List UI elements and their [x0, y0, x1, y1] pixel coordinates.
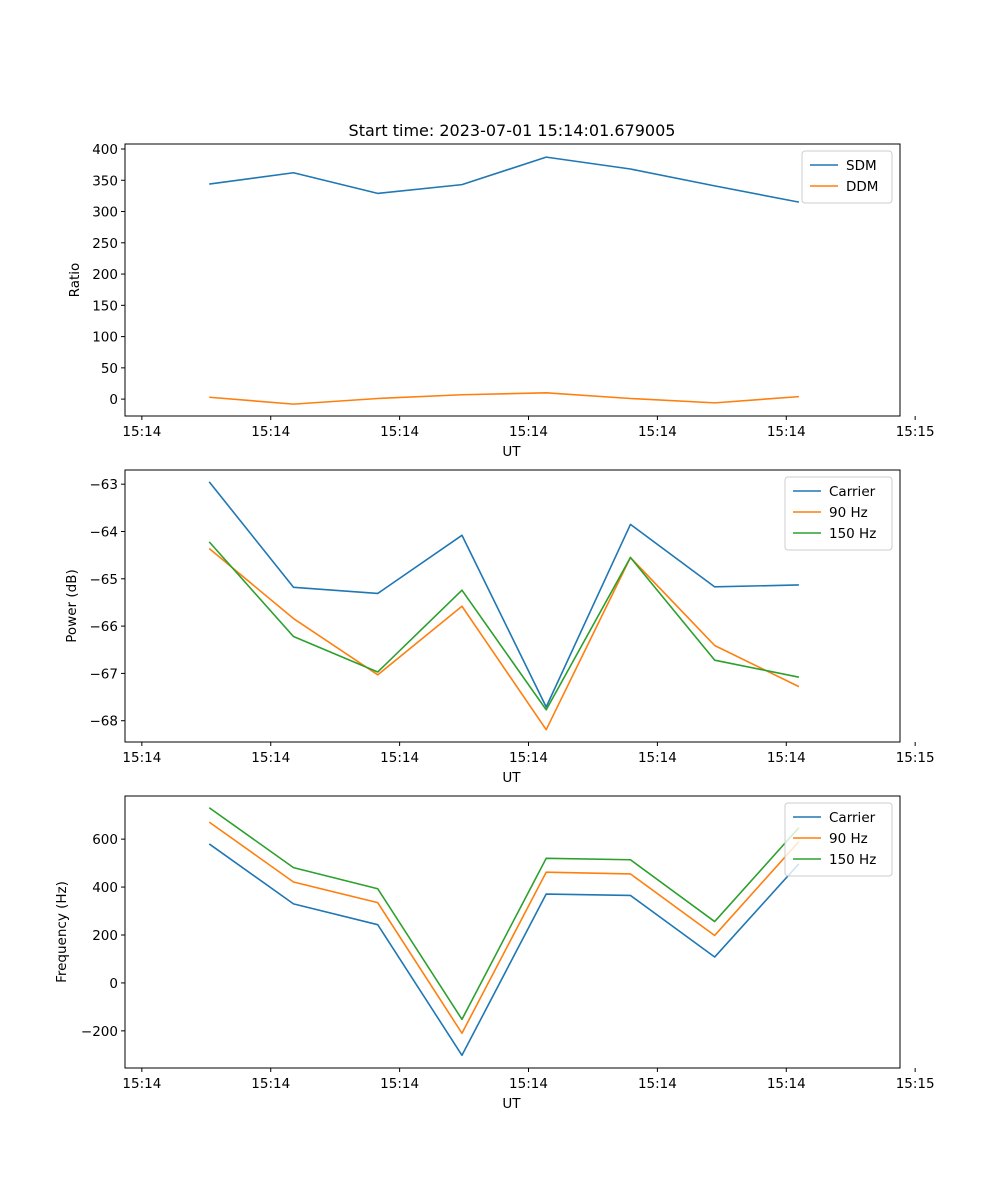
frequency-ytick-label: 0 [109, 976, 118, 992]
power-ytick-label: −68 [90, 714, 119, 730]
frequency-legend-label: Carrier [829, 810, 876, 826]
power-series-carrier [208, 481, 799, 708]
ratio-ytick-label: 150 [92, 298, 118, 314]
power-ytick-label: −65 [90, 572, 119, 588]
ratio-xtick-label: 15:14 [638, 424, 677, 440]
frequency-xtick-label: 15:14 [509, 1076, 548, 1092]
ratio-xtick-label: 15:14 [509, 424, 548, 440]
power-xtick-label: 15:14 [638, 750, 677, 766]
ratio-ytick-label: 350 [92, 173, 118, 189]
ratio-legend-label: SDM [846, 158, 877, 174]
power-xtick-label: 15:14 [509, 750, 548, 766]
power-legend-label: 150 Hz [829, 526, 876, 542]
power-ytick-label: −67 [90, 666, 119, 682]
ratio-ytick-label: 50 [101, 361, 118, 377]
frequency-legend-label: 150 Hz [829, 852, 876, 868]
power-xtick-label: 15:14 [251, 750, 290, 766]
frequency-xtick-label: 15:14 [380, 1076, 419, 1092]
ratio-legend: SDM DDM [801, 150, 893, 204]
power-series-90-hz [208, 547, 800, 731]
power-ytick-label: −64 [90, 524, 119, 540]
frequency-legend-box [784, 802, 893, 877]
ratio-series-ddm [209, 392, 799, 405]
power-xlabel: UT [502, 770, 521, 786]
power-ytick-label: −63 [90, 477, 119, 493]
power-series-150-hz [208, 541, 800, 711]
ratio-xtick-label: 15:14 [767, 424, 806, 440]
power-panel: −63 −64 −65 −66 −67 −68 15:14 15:14 15:14 15:14 15… [64, 469, 935, 786]
ratio-xtick-label: 15:14 [380, 424, 419, 440]
ratio-series-sdm [209, 156, 800, 203]
power-legend-box [784, 476, 893, 551]
frequency-series-90-hz [208, 821, 800, 1035]
power-xtick-label: 15:14 [380, 750, 419, 766]
ratio-xtick-label: 15:14 [122, 424, 161, 440]
power-plot-frame [124, 469, 901, 743]
frequency-panel: 600 400 200 0 −200 15:14 15:14 15:14 15:14 15:14 1… [54, 795, 935, 1112]
frequency-ytick-label: −200 [81, 1024, 118, 1040]
frequency-plot-frame [124, 795, 901, 1069]
ratio-ytick-label: 250 [92, 236, 118, 252]
power-legend-label: Carrier [829, 484, 876, 500]
frequency-ytick-label: 200 [92, 928, 118, 944]
frequency-xlabel: UT [502, 1096, 521, 1112]
chart-title: Start time: 2023-07-01 15:14:01.679005 [349, 121, 676, 140]
frequency-legend: Carrier 90 Hz 150 Hz [784, 802, 893, 877]
frequency-xtick-label: 15:14 [122, 1076, 161, 1092]
ratio-ytick-label: 100 [92, 330, 118, 346]
ratio-legend-box [801, 150, 893, 204]
frequency-xtick-label: 15:14 [251, 1076, 290, 1092]
ratio-plot-frame [124, 143, 901, 417]
ratio-ytick-label: 400 [92, 142, 118, 158]
frequency-series-carrier [208, 843, 800, 1057]
power-legend: Carrier 90 Hz 150 Hz [784, 476, 893, 551]
frequency-legend-label: 90 Hz [829, 831, 868, 847]
power-legend-label: 90 Hz [829, 505, 868, 521]
ratio-ytick-label: 300 [92, 205, 118, 221]
power-xtick-label: 15:15 [896, 750, 935, 766]
ratio-legend-label: DDM [846, 179, 878, 195]
ratio-ytick-label: 0 [109, 392, 118, 408]
ratio-xtick-label: 15:15 [896, 424, 935, 440]
ratio-xtick-label: 15:14 [251, 424, 290, 440]
power-xtick-label: 15:14 [767, 750, 806, 766]
power-ylabel: Power (dB) [64, 569, 80, 642]
power-xtick-label: 15:14 [122, 750, 161, 766]
frequency-xtick-label: 15:15 [896, 1076, 935, 1092]
ratio-ytick-label: 200 [92, 267, 118, 283]
frequency-ylabel: Frequency (Hz) [54, 881, 70, 983]
ratio-panel: 0 50 100 150 200 250 300 350 400 15:14 15:14 15:14 1… [67, 142, 935, 460]
ratio-xlabel: UT [502, 444, 521, 460]
ratio-ylabel: Ratio [67, 263, 83, 298]
frequency-xtick-label: 15:14 [767, 1076, 806, 1092]
frequency-xtick-label: 15:14 [638, 1076, 677, 1092]
power-ytick-label: −66 [90, 619, 119, 635]
frequency-ytick-label: 600 [92, 832, 118, 848]
frequency-ytick-label: 400 [92, 880, 118, 896]
frequency-series-150-hz [208, 807, 800, 1021]
